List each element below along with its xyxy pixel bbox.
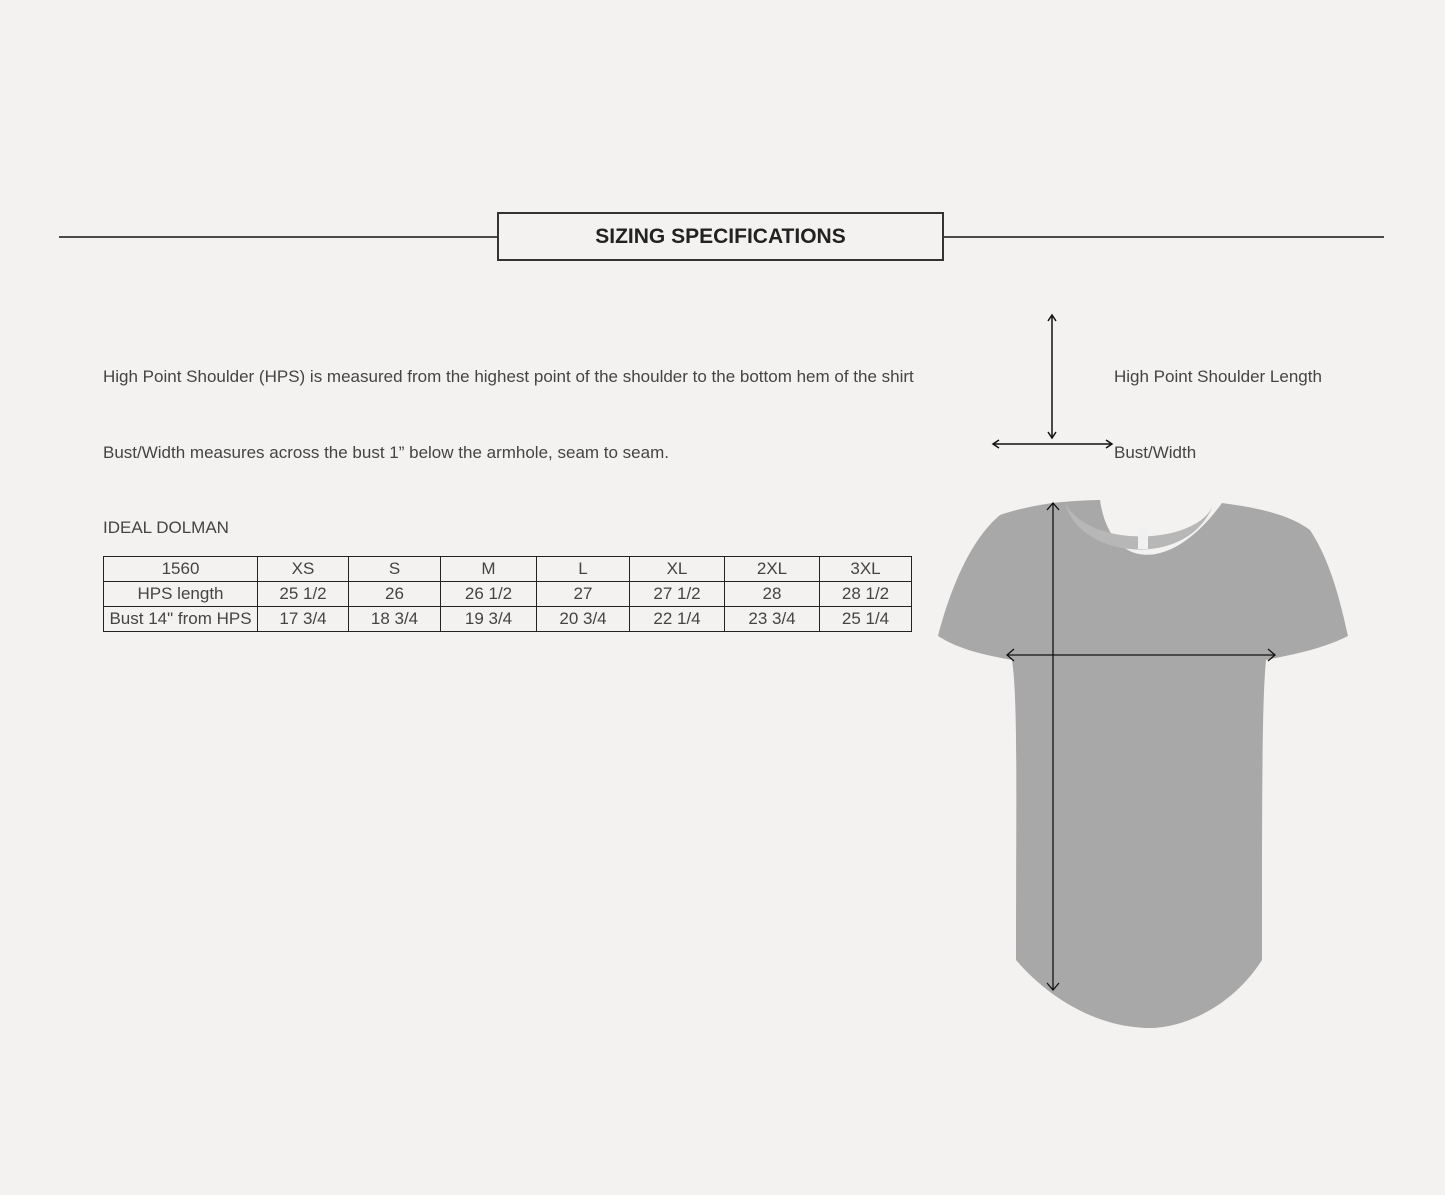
shirt-image: [938, 500, 1348, 1028]
header-cell: M: [440, 556, 537, 582]
table-cell: 27 1/2: [629, 581, 725, 607]
table-caption: IDEAL DOLMAN: [103, 518, 229, 537]
bust-description: Bust/Width measures across the bust 1” b…: [103, 443, 669, 462]
table-cell: 26 1/2: [440, 581, 537, 607]
measurement-legend-arrows-icon: [991, 313, 1114, 449]
size-table: 1560 XS S M L XL 2XL 3XL HPS length 25 1…: [103, 556, 912, 632]
shirt-tag: [1138, 527, 1148, 549]
table-cell: 25 1/4: [819, 606, 912, 632]
row-label: Bust 14" from HPS: [103, 606, 258, 632]
table-cell: 20 3/4: [536, 606, 630, 632]
table-header-row: 1560 XS S M L XL 2XL 3XL: [103, 556, 912, 582]
row-label: HPS length: [103, 581, 258, 607]
table-cell: 22 1/4: [629, 606, 725, 632]
table-cell: 27: [536, 581, 630, 607]
hps-description: High Point Shoulder (HPS) is measured fr…: [103, 367, 914, 386]
page-title: SIZING SPECIFICATIONS: [497, 212, 944, 261]
header-cell: L: [536, 556, 630, 582]
header-cell: S: [348, 556, 441, 582]
table-cell: 17 3/4: [257, 606, 349, 632]
title-rule-right: [944, 236, 1384, 238]
title-rule-left: [59, 236, 497, 238]
bust-width-label: Bust/Width: [1114, 443, 1197, 462]
header-cell: XS: [257, 556, 349, 582]
table-row: Bust 14" from HPS 17 3/4 18 3/4 19 3/4 2…: [103, 606, 912, 632]
header-cell: 2XL: [724, 556, 820, 582]
hps-length-label: High Point Shoulder Length: [1114, 367, 1322, 386]
table-cell: 19 3/4: [440, 606, 537, 632]
table-cell: 23 3/4: [724, 606, 820, 632]
table-cell: 28 1/2: [819, 581, 912, 607]
table-cell: 25 1/2: [257, 581, 349, 607]
table-cell: 18 3/4: [348, 606, 441, 632]
header-cell: XL: [629, 556, 725, 582]
